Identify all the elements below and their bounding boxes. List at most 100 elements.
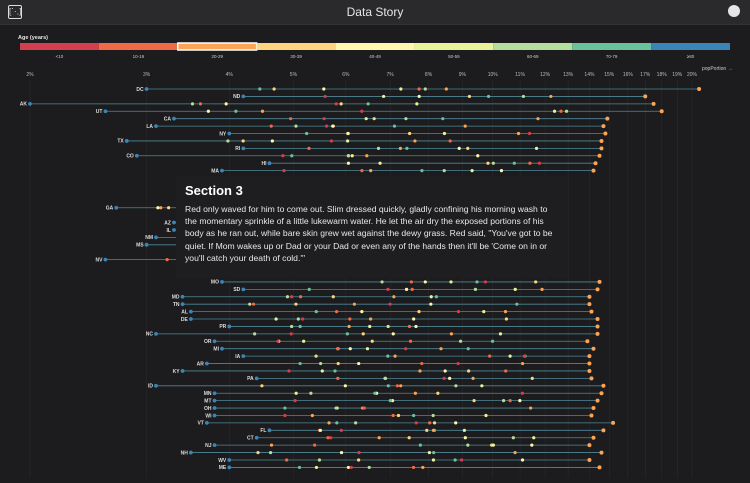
age-point[interactable] [449,280,453,284]
age-point[interactable] [421,465,425,470]
age-point[interactable] [319,361,323,366]
age-point[interactable] [427,450,431,455]
age-point[interactable] [540,287,544,291]
age-point[interactable] [601,383,606,388]
age-point[interactable] [373,391,377,395]
age-point[interactable] [260,384,264,388]
age-point[interactable] [283,406,287,410]
age-point[interactable] [467,94,472,99]
age-point[interactable] [212,413,217,418]
age-point[interactable] [287,369,291,373]
age-point[interactable] [407,324,412,329]
age-point[interactable] [367,465,371,470]
age-point[interactable] [360,109,364,113]
age-point[interactable] [591,168,596,173]
age-point[interactable] [431,428,436,432]
age-point[interactable] [267,161,272,166]
age-point[interactable] [417,94,421,99]
age-point[interactable] [529,406,533,410]
age-point[interactable] [348,317,352,321]
age-point[interactable] [352,302,356,306]
age-point[interactable] [364,117,368,121]
age-point[interactable] [511,436,515,440]
age-point[interactable] [659,109,664,114]
age-point[interactable] [462,428,467,432]
age-point[interactable] [335,310,339,314]
age-point[interactable] [154,331,158,336]
age-point[interactable] [345,332,349,336]
age-point[interactable] [248,302,252,306]
age-point[interactable] [285,295,290,299]
age-point[interactable] [272,87,276,91]
age-point[interactable] [220,168,224,173]
age-point[interactable] [432,450,436,455]
age-point[interactable] [144,242,149,247]
age-point[interactable] [513,287,517,291]
age-point[interactable] [587,302,592,307]
age-point[interactable] [335,347,340,351]
age-point[interactable] [587,361,592,366]
age-point[interactable] [597,153,602,158]
age-point[interactable] [483,280,487,284]
age-point[interactable] [331,124,335,128]
age-point[interactable] [298,361,302,366]
age-point[interactable] [518,399,522,403]
age-point[interactable] [643,94,648,99]
age-point[interactable] [318,428,323,432]
legend-swatch[interactable] [256,43,336,50]
age-point[interactable] [396,413,401,418]
age-point[interactable] [172,220,176,225]
age-point[interactable] [408,131,412,136]
legend-swatch[interactable] [20,43,99,50]
age-point[interactable] [552,109,557,113]
age-point[interactable] [198,102,203,106]
age-point[interactable] [431,458,436,462]
age-point[interactable] [601,428,606,433]
age-point[interactable] [473,287,478,291]
age-point[interactable] [302,339,306,343]
age-point[interactable] [346,139,350,143]
age-point[interactable] [466,347,470,351]
age-point[interactable] [241,287,246,292]
age-point[interactable] [439,347,443,351]
age-point[interactable] [293,399,297,403]
age-point[interactable] [391,399,395,403]
age-point[interactable] [294,302,298,306]
age-point[interactable] [429,295,433,299]
age-point[interactable] [463,436,467,440]
age-point[interactable] [224,102,228,106]
age-point[interactable] [521,94,526,99]
age-point[interactable] [124,139,129,143]
age-point[interactable] [335,421,339,425]
age-point[interactable] [188,317,193,321]
age-point[interactable] [611,420,616,425]
age-point[interactable] [508,399,512,403]
age-point[interactable] [532,436,536,440]
age-point[interactable] [334,406,338,410]
age-point[interactable] [336,376,340,380]
age-point[interactable] [350,154,354,158]
age-point[interactable] [414,324,418,329]
legend-swatch[interactable] [572,43,652,50]
age-point[interactable] [442,131,447,136]
age-point[interactable] [466,443,470,447]
age-point[interactable] [386,324,390,329]
age-point[interactable] [285,458,289,462]
age-point[interactable] [490,339,495,343]
age-point[interactable] [154,124,158,128]
age-point[interactable] [522,354,527,358]
age-point[interactable] [294,391,298,395]
age-point[interactable] [449,332,454,336]
age-point[interactable] [431,413,435,418]
age-point[interactable] [591,406,596,411]
age-point[interactable] [466,146,470,150]
age-point[interactable] [165,258,169,262]
age-point[interactable] [254,376,259,381]
age-point[interactable] [463,124,467,128]
age-point[interactable] [527,131,532,136]
age-point[interactable] [589,376,594,381]
age-point[interactable] [298,324,302,329]
legend-swatch[interactable] [177,42,258,51]
legend-swatch[interactable] [493,43,573,50]
age-point[interactable] [413,391,417,395]
